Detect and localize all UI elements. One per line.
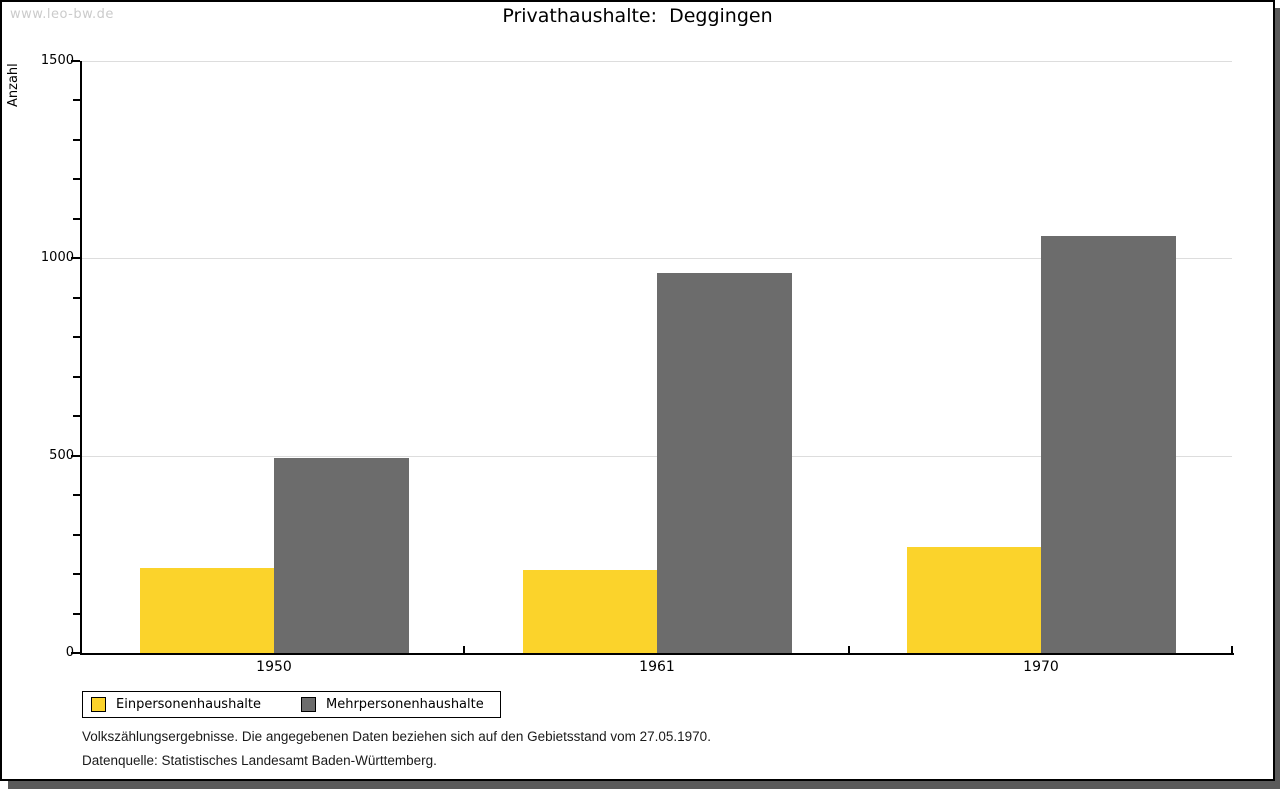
y-minor-tick-1400 [73,99,80,101]
y-tick-1000 [71,257,80,259]
y-tick-1500 [71,60,80,62]
bar-einpersonenhaushalte-1950 [140,568,274,653]
x-tick-0 [463,646,465,653]
x-tick-1 [848,646,850,653]
gridline-1500 [82,61,1232,62]
y-tick-500 [71,455,80,457]
y-minor-tick-100 [73,613,80,615]
y-minor-tick-700 [73,376,80,378]
footnote-source-note: Volkszählungsergebnisse. Die angegebenen… [82,729,711,744]
legend-item: Einpersonenhaushalte [91,697,261,712]
bar-einpersonenhaushalte-1970 [907,547,1041,653]
x-axis-line [80,653,1234,655]
y-minor-tick-400 [73,494,80,496]
y-minor-tick-1100 [73,218,80,220]
y-minor-tick-800 [73,336,80,338]
x-category-label-1970: 1970 [1023,659,1059,675]
legend-swatch-icon [301,697,316,712]
legend-label: Mehrpersonenhaushalte [326,697,484,712]
plot-area: 0 500 1000 1500 1950 1961 1970 [2,2,1273,779]
legend-item: Mehrpersonenhaushalte [301,697,484,712]
y-axis-line [80,61,82,655]
bar-einpersonenhaushalte-1961 [523,570,657,653]
watermark: www.leo-bw.de [10,7,114,22]
chart-title: Privathaushalte: Deggingen [502,5,773,27]
y-tick-label-0: 0 [65,645,74,660]
legend-label: Einpersonenhaushalte [116,697,261,712]
x-category-label-1961: 1961 [639,659,675,675]
y-minor-tick-1200 [73,178,80,180]
y-minor-tick-300 [73,534,80,536]
legend-swatch-icon [91,697,106,712]
y-minor-tick-900 [73,297,80,299]
x-tick-2 [1231,646,1233,653]
y-minor-tick-1300 [73,139,80,141]
footnote-data-source: Datenquelle: Statistisches Landesamt Bad… [82,753,437,768]
bar-mehrpersonenhaushalte-1961 [657,273,792,653]
y-tick-label-1500: 1500 [40,53,74,68]
legend: Einpersonenhaushalte Mehrpersonenhaushalt… [82,691,501,718]
x-category-label-1950: 1950 [256,659,292,675]
y-tick-0 [71,652,80,654]
y-minor-tick-200 [73,573,80,575]
bar-mehrpersonenhaushalte-1970 [1041,236,1176,653]
y-tick-label-1000: 1000 [40,250,74,265]
gridline-1000 [82,258,1232,259]
y-tick-label-500: 500 [49,448,74,463]
bar-mehrpersonenhaushalte-1950 [274,458,409,653]
y-minor-tick-600 [73,415,80,417]
